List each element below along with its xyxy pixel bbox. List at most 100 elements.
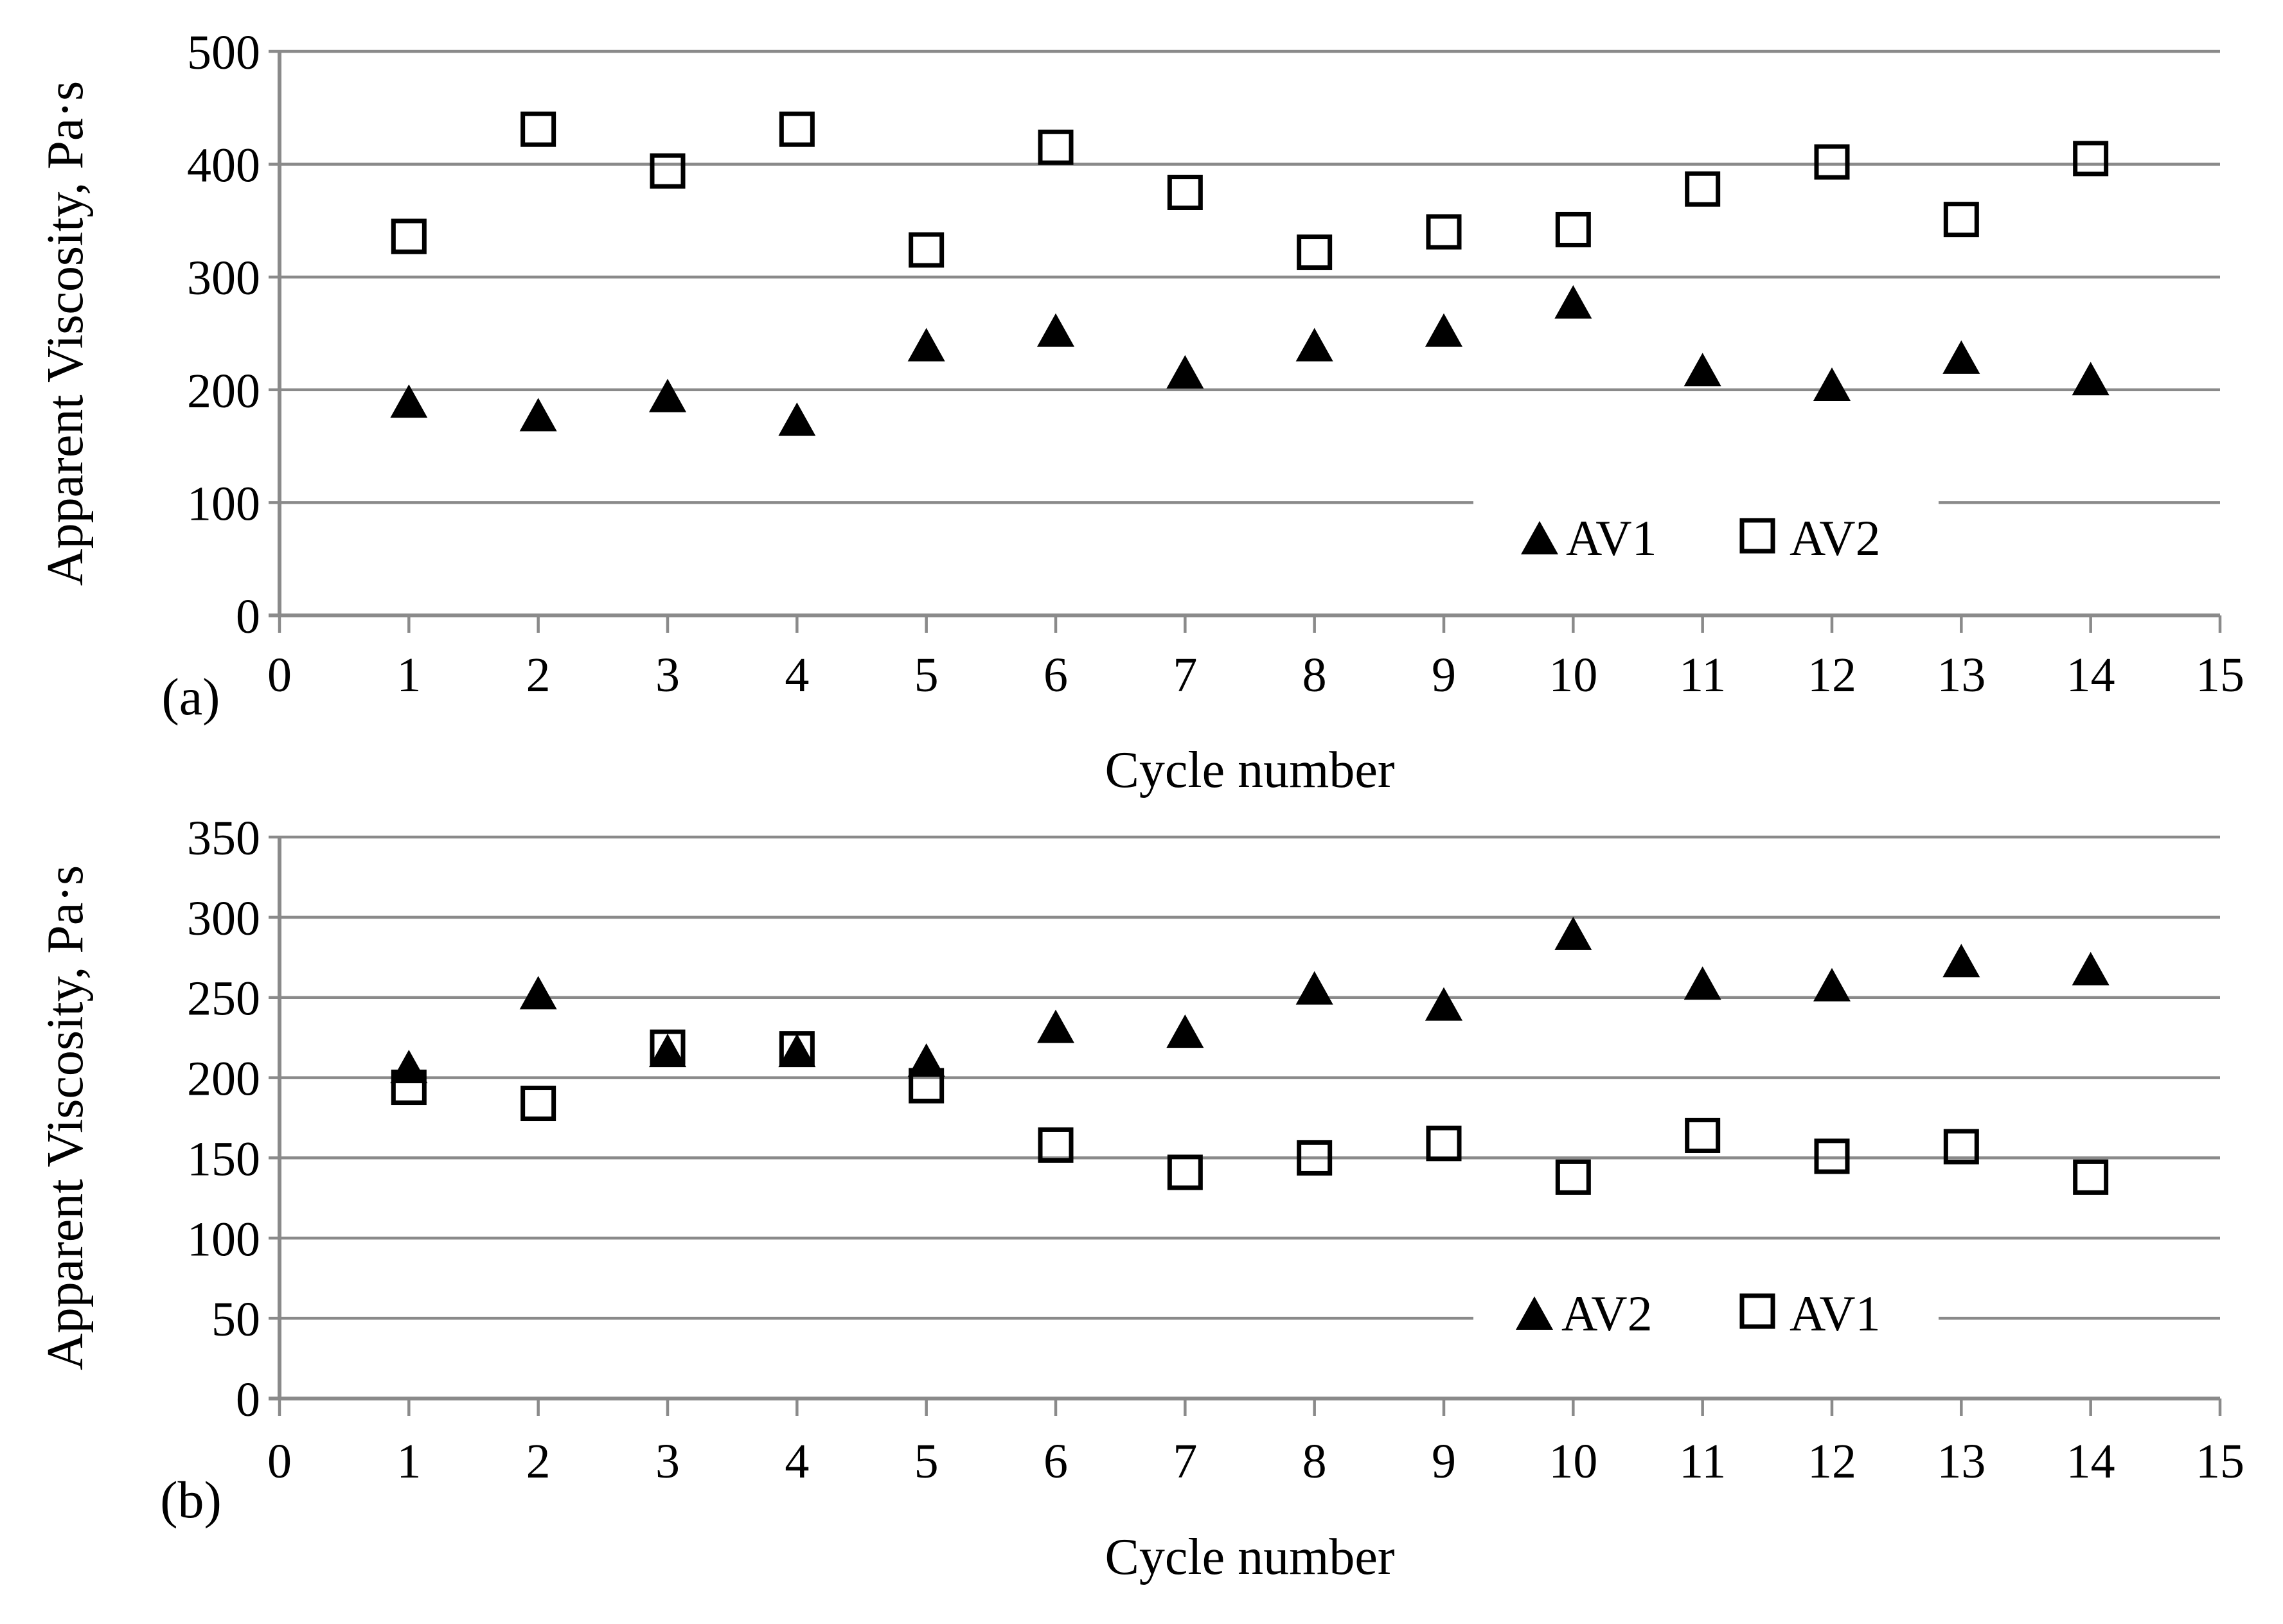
data-point-av2 <box>390 1050 428 1084</box>
legend-box <box>1473 495 1939 573</box>
x-tick-label: 0 <box>267 648 292 702</box>
data-point-av2 <box>650 153 686 189</box>
data-point-av1 <box>1037 313 1074 347</box>
y-axis-title-panel-a: Apparent Viscosity, Pa·s <box>37 81 94 586</box>
y-tick-label: 500 <box>187 26 260 80</box>
y-tick-label: 400 <box>187 139 260 193</box>
x-tick-label: 15 <box>2196 648 2244 702</box>
data-point-av2 <box>1426 214 1462 250</box>
y-tick-label: 100 <box>187 1212 260 1266</box>
y-tick-label: 200 <box>187 364 260 418</box>
x-tick-label: 13 <box>1937 648 1985 702</box>
x-tick-label: 7 <box>1173 1434 1197 1488</box>
open-square-marker-icon <box>1739 518 1775 554</box>
x-tick-label: 12 <box>1808 1434 1856 1488</box>
x-tick-label: 8 <box>1302 648 1327 702</box>
data-point-av1 <box>1814 1138 1850 1174</box>
data-point-av1 <box>519 398 557 432</box>
y-tick-label: 250 <box>187 972 260 1026</box>
panel-label-a: (a) <box>161 667 220 726</box>
x-axis-title-panel-b: Cycle number <box>1105 1529 1395 1585</box>
legend-label-av1-panel-b: AV1 <box>1790 1285 1881 1341</box>
filled-triangle-marker-icon <box>1521 521 1558 554</box>
y-tick-label: 200 <box>187 1052 260 1106</box>
x-tick-label: 7 <box>1173 648 1197 702</box>
y-tick-label: 100 <box>187 477 260 531</box>
legend-box <box>1473 1284 1939 1359</box>
data-point-av2 <box>909 232 945 268</box>
x-tick-label: 13 <box>1937 1434 1985 1488</box>
x-tick-label: 10 <box>1549 648 1597 702</box>
x-tick-label: 14 <box>2066 648 2115 702</box>
data-point-av1 <box>1167 1154 1203 1190</box>
y-tick-label: 0 <box>236 590 260 644</box>
x-axis-title-panel-a: Cycle number <box>1105 742 1395 799</box>
data-point-av2 <box>520 111 556 147</box>
data-point-av1 <box>778 402 816 436</box>
data-point-av2 <box>1554 916 1592 950</box>
data-point-av1 <box>909 1068 945 1104</box>
data-point-av2 <box>1167 175 1203 210</box>
x-tick-label: 1 <box>396 1434 421 1488</box>
legend-panel-b: AV2 AV1 <box>1516 1285 1881 1341</box>
data-point-av2 <box>1683 966 1721 1000</box>
x-tick-label: 0 <box>267 1434 292 1488</box>
data-point-av1 <box>1166 355 1204 389</box>
x-tick-label: 12 <box>1808 648 1856 702</box>
data-point-av1 <box>1813 367 1851 402</box>
x-tick-label: 6 <box>1044 1434 1068 1488</box>
data-point-av2 <box>1038 129 1074 165</box>
data-point-av2 <box>1813 967 1851 1002</box>
y-tick-label: 300 <box>187 892 260 946</box>
data-point-av2 <box>1425 987 1462 1021</box>
data-point-av1 <box>907 328 945 362</box>
x-tick-label: 2 <box>526 648 551 702</box>
data-point-av2 <box>1297 234 1333 270</box>
data-point-av1 <box>1426 1125 1462 1161</box>
data-point-av2 <box>2072 951 2110 985</box>
data-point-av2 <box>1685 171 1721 207</box>
data-point-av2 <box>649 1034 686 1068</box>
data-point-av1 <box>1555 1159 1591 1195</box>
data-point-av1 <box>1297 1140 1333 1176</box>
y-tick-label: 0 <box>236 1373 260 1427</box>
filled-triangle-marker-icon <box>1516 1296 1553 1330</box>
data-point-av1 <box>1942 340 1980 374</box>
x-tick-label: 8 <box>1302 1434 1327 1488</box>
data-point-av1 <box>650 1029 686 1065</box>
y-tick-label: 50 <box>211 1293 260 1346</box>
data-point-av1 <box>1038 1127 1074 1163</box>
data-point-av2 <box>2073 141 2109 177</box>
x-tick-label: 6 <box>1044 648 1068 702</box>
data-point-av2 <box>1295 971 1333 1005</box>
y-tick-label: 300 <box>187 251 260 305</box>
x-tick-label: 2 <box>526 1434 551 1488</box>
x-tick-label: 14 <box>2066 1434 2115 1488</box>
data-point-av1 <box>779 1031 815 1067</box>
data-point-av2 <box>1942 944 1980 978</box>
x-tick-label: 15 <box>2196 1434 2244 1488</box>
legend-panel-a: AV1 AV2 <box>1521 510 1881 566</box>
y-tick-label: 350 <box>187 811 260 865</box>
legend-label-av2-panel-b: AV2 <box>1561 1285 1653 1341</box>
data-point-av1 <box>1295 328 1333 362</box>
x-tick-label: 9 <box>1432 648 1456 702</box>
data-point-av1 <box>649 378 686 412</box>
data-point-av2 <box>1943 202 1979 238</box>
data-point-av1 <box>390 384 428 418</box>
data-point-av1 <box>2073 1159 2109 1195</box>
y-tick-label: 150 <box>187 1132 260 1186</box>
data-point-av2 <box>1166 1014 1204 1048</box>
y-axis-title-panel-b: Apparent Viscosity, Pa·s <box>37 865 94 1370</box>
data-point-av1 <box>1425 313 1462 347</box>
x-tick-label: 1 <box>396 648 421 702</box>
x-tick-label: 4 <box>785 648 809 702</box>
data-point-av1 <box>2072 362 2110 396</box>
legend-label-av2-panel-a: AV2 <box>1790 510 1881 566</box>
data-point-av2 <box>778 1034 816 1068</box>
x-tick-label: 4 <box>785 1434 809 1488</box>
x-tick-label: 3 <box>655 1434 680 1488</box>
